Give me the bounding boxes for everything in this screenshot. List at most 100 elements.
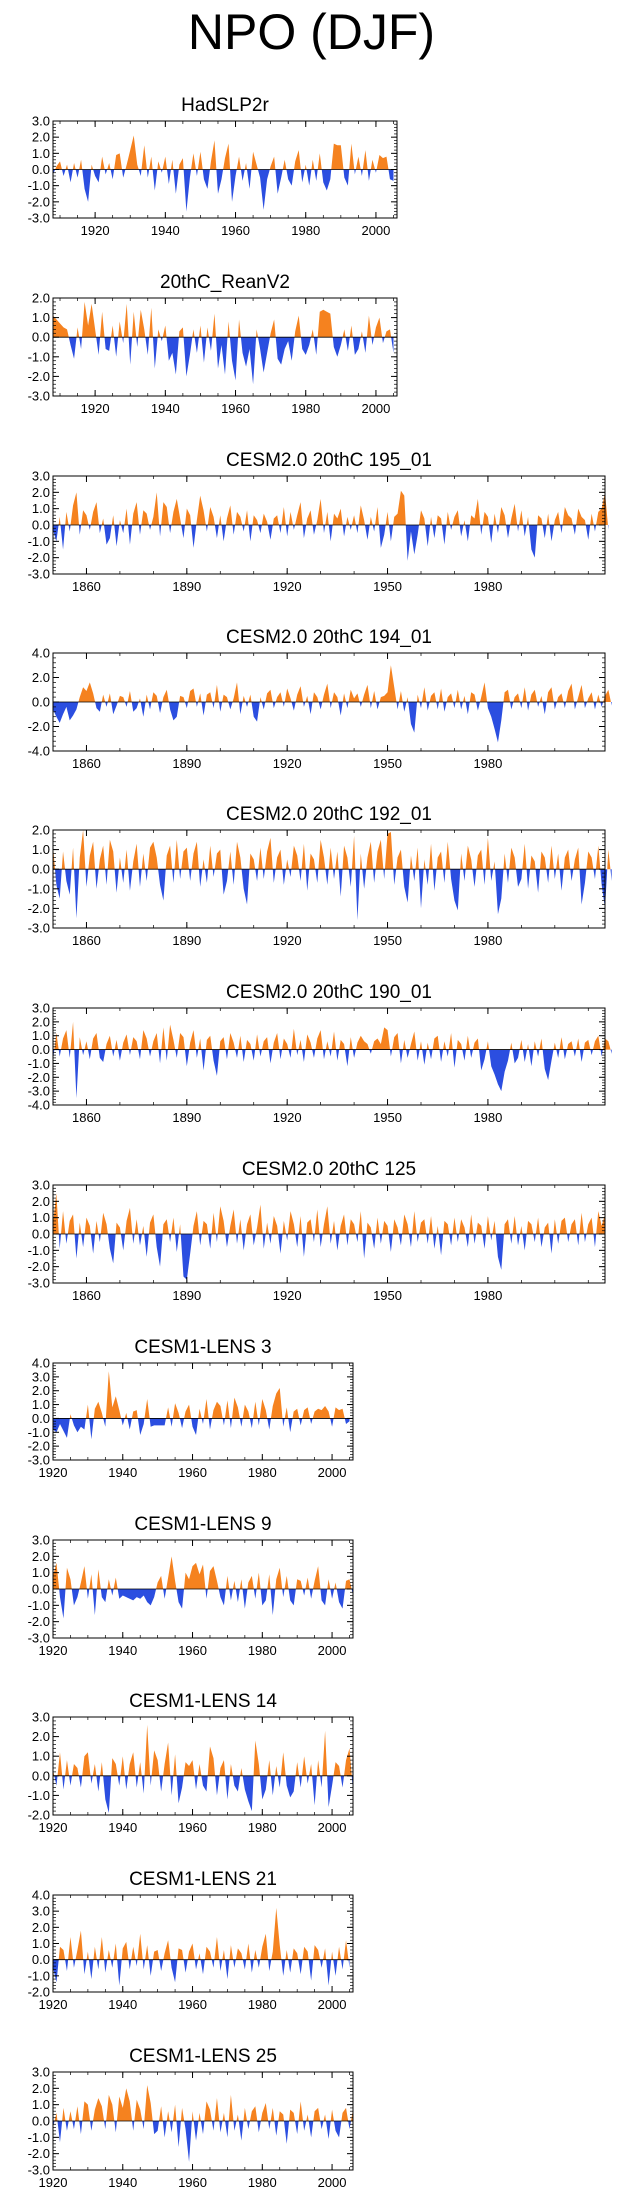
- y-tick-label: 1.0: [32, 1397, 50, 1412]
- x-tick-label: 1940: [108, 1643, 137, 1658]
- y-tick-label: 2.0: [32, 823, 50, 838]
- x-tick-label: 1920: [273, 1110, 302, 1125]
- positive-area: [53, 1724, 352, 1776]
- y-tick-label: -1.0: [28, 349, 50, 364]
- y-tick-label: -2.0: [28, 719, 50, 734]
- negative-area: [68, 337, 394, 385]
- chart-title: CESM2.0 20thC 190_01: [226, 982, 432, 1003]
- chart-panel: CESM1-LENS 21 4.0 3.0 2.0 1.0 0.0 -1.0 -2.0 1920…: [0, 1869, 363, 2018]
- y-tick-label: 4.0: [32, 1356, 50, 1371]
- chart-title: CESM1-LENS 9: [134, 1514, 272, 1535]
- plot-frame: [52, 297, 398, 397]
- x-tick-label: 1860: [72, 1110, 101, 1125]
- y-tick-label: -1.0: [28, 534, 50, 549]
- positive-area: [78, 665, 611, 702]
- positive-area: [58, 1907, 349, 1960]
- x-tick-label: 1960: [221, 401, 250, 416]
- y-tick-label: 1.0: [32, 1936, 50, 1951]
- y-tick-label: 2.0: [32, 670, 50, 685]
- y-tick-label: -3.0: [28, 1453, 50, 1468]
- x-tick-label: 1920: [39, 2175, 68, 2190]
- negative-area: [53, 1418, 350, 1440]
- positive-area: [53, 1556, 352, 1589]
- y-tick-label: 0.0: [32, 1227, 50, 1242]
- x-tick-label: 1920: [39, 1465, 68, 1480]
- y-tick-label: 2.0: [32, 1014, 50, 1029]
- x-tick-label: 1920: [273, 579, 302, 594]
- y-tick-label: -2.0: [28, 1985, 50, 2000]
- y-tick-label: 2.0: [32, 485, 50, 500]
- positive-area: [53, 1193, 605, 1234]
- y-tick-label: -2.0: [28, 194, 50, 209]
- x-tick-label: 1890: [172, 579, 201, 594]
- y-tick-label: 0.0: [32, 330, 50, 345]
- x-tick-label: 1890: [172, 1288, 201, 1303]
- y-tick-label: 2.0: [32, 2081, 50, 2096]
- x-tick-label: 1980: [473, 756, 502, 771]
- y-tick-label: -2.0: [28, 1259, 50, 1274]
- y-tick-label: 2.0: [32, 1549, 50, 1564]
- y-tick-label: 0.0: [32, 1768, 50, 1783]
- x-tick-label: 2000: [318, 1643, 347, 1658]
- x-tick-label: 1940: [151, 223, 180, 238]
- plot-frame: [52, 1362, 354, 1461]
- positive-area: [55, 135, 389, 170]
- chart-panel: 20thC_ReanV2 2.0 1.0 0.0 -1.0 -2.0 -3.0 1920 194…: [0, 272, 407, 422]
- positive-area: [58, 490, 608, 525]
- y-tick-label: -1.0: [28, 1425, 50, 1440]
- chart-panel: CESM2.0 20thC 192_01 2.0 1.0 0.0 -1.0 -2.0 -3.…: [0, 804, 615, 954]
- y-tick-label: -2.0: [28, 550, 50, 565]
- positive-area: [69, 1371, 345, 1419]
- x-tick-label: 1860: [72, 933, 101, 948]
- y-tick-label: 2.0: [32, 291, 50, 306]
- x-tick-label: 1940: [151, 401, 180, 416]
- y-tick-label: -2.0: [28, 369, 50, 384]
- y-tick-label: 0.0: [32, 1582, 50, 1597]
- y-tick-label: -3.0: [28, 1084, 50, 1099]
- x-tick-label: 1980: [291, 401, 320, 416]
- plot-frame: [52, 1716, 354, 1816]
- negative-area: [59, 1589, 354, 1619]
- chart-panel: HadSLP2r 3.0 2.0 1.0 0.0 -1.0 -2.0 -3.0 1920 1940…: [0, 95, 407, 244]
- chart-panel: CESM1-LENS 14 3.0 2.0 1.0 0.0 -1.0 -2.0 1920 194…: [0, 1691, 363, 1841]
- x-tick-label: 1860: [72, 579, 101, 594]
- x-tick-label: 1920: [39, 1643, 68, 1658]
- y-tick-label: -2.0: [28, 1070, 50, 1085]
- y-tick-label: 3.0: [32, 1001, 50, 1016]
- y-tick-label: -3.0: [28, 389, 50, 404]
- x-tick-label: 1980: [473, 933, 502, 948]
- x-tick-label: 1890: [172, 933, 201, 948]
- y-tick-label: -3.0: [28, 1631, 50, 1646]
- x-tick-label: 2000: [318, 1465, 347, 1480]
- page-title: NPO (DJF): [187, 4, 436, 60]
- chart-svg: 4.0 2.0 0.0 -2.0 -4.0 1860 1890 1920 1950 1980: [28, 646, 612, 771]
- y-tick-label: 3.0: [32, 1710, 50, 1725]
- y-tick-label: 0.0: [32, 162, 50, 177]
- x-tick-label: 1980: [248, 1643, 277, 1658]
- y-tick-label: 3.0: [32, 1178, 50, 1193]
- y-tick-label: 0.0: [32, 1042, 50, 1057]
- negative-area: [53, 702, 612, 743]
- chart-title: CESM1-LENS 21: [129, 1869, 277, 1890]
- chart-svg: 3.02.01.0 0.0-1.0-2.0 -3.0 1860 1890 1920 1950…: [28, 469, 609, 594]
- plot-frame: [52, 1184, 606, 1284]
- x-tick-label: 2000: [361, 401, 390, 416]
- y-tick-label: -1.0: [28, 1598, 50, 1613]
- y-tick-label: 1.0: [32, 1028, 50, 1043]
- x-tick-label: 1960: [178, 1997, 207, 2012]
- x-tick-label: 1860: [72, 1288, 101, 1303]
- plot-frame: [52, 829, 606, 929]
- x-tick-label: 1960: [221, 223, 250, 238]
- y-tick-label: -3.0: [28, 567, 50, 582]
- y-tick-label: -1.0: [28, 178, 50, 193]
- chart-panel: CESM1-LENS 3 4.0 3.0 2.0 1.0 0.0 -1.0 -2.0 -3.0 1…: [0, 1337, 363, 1486]
- y-tick-label: -2.0: [28, 1808, 50, 1823]
- x-tick-label: 2000: [361, 223, 390, 238]
- x-tick-label: 1980: [248, 1465, 277, 1480]
- x-tick-label: 1960: [178, 2175, 207, 2190]
